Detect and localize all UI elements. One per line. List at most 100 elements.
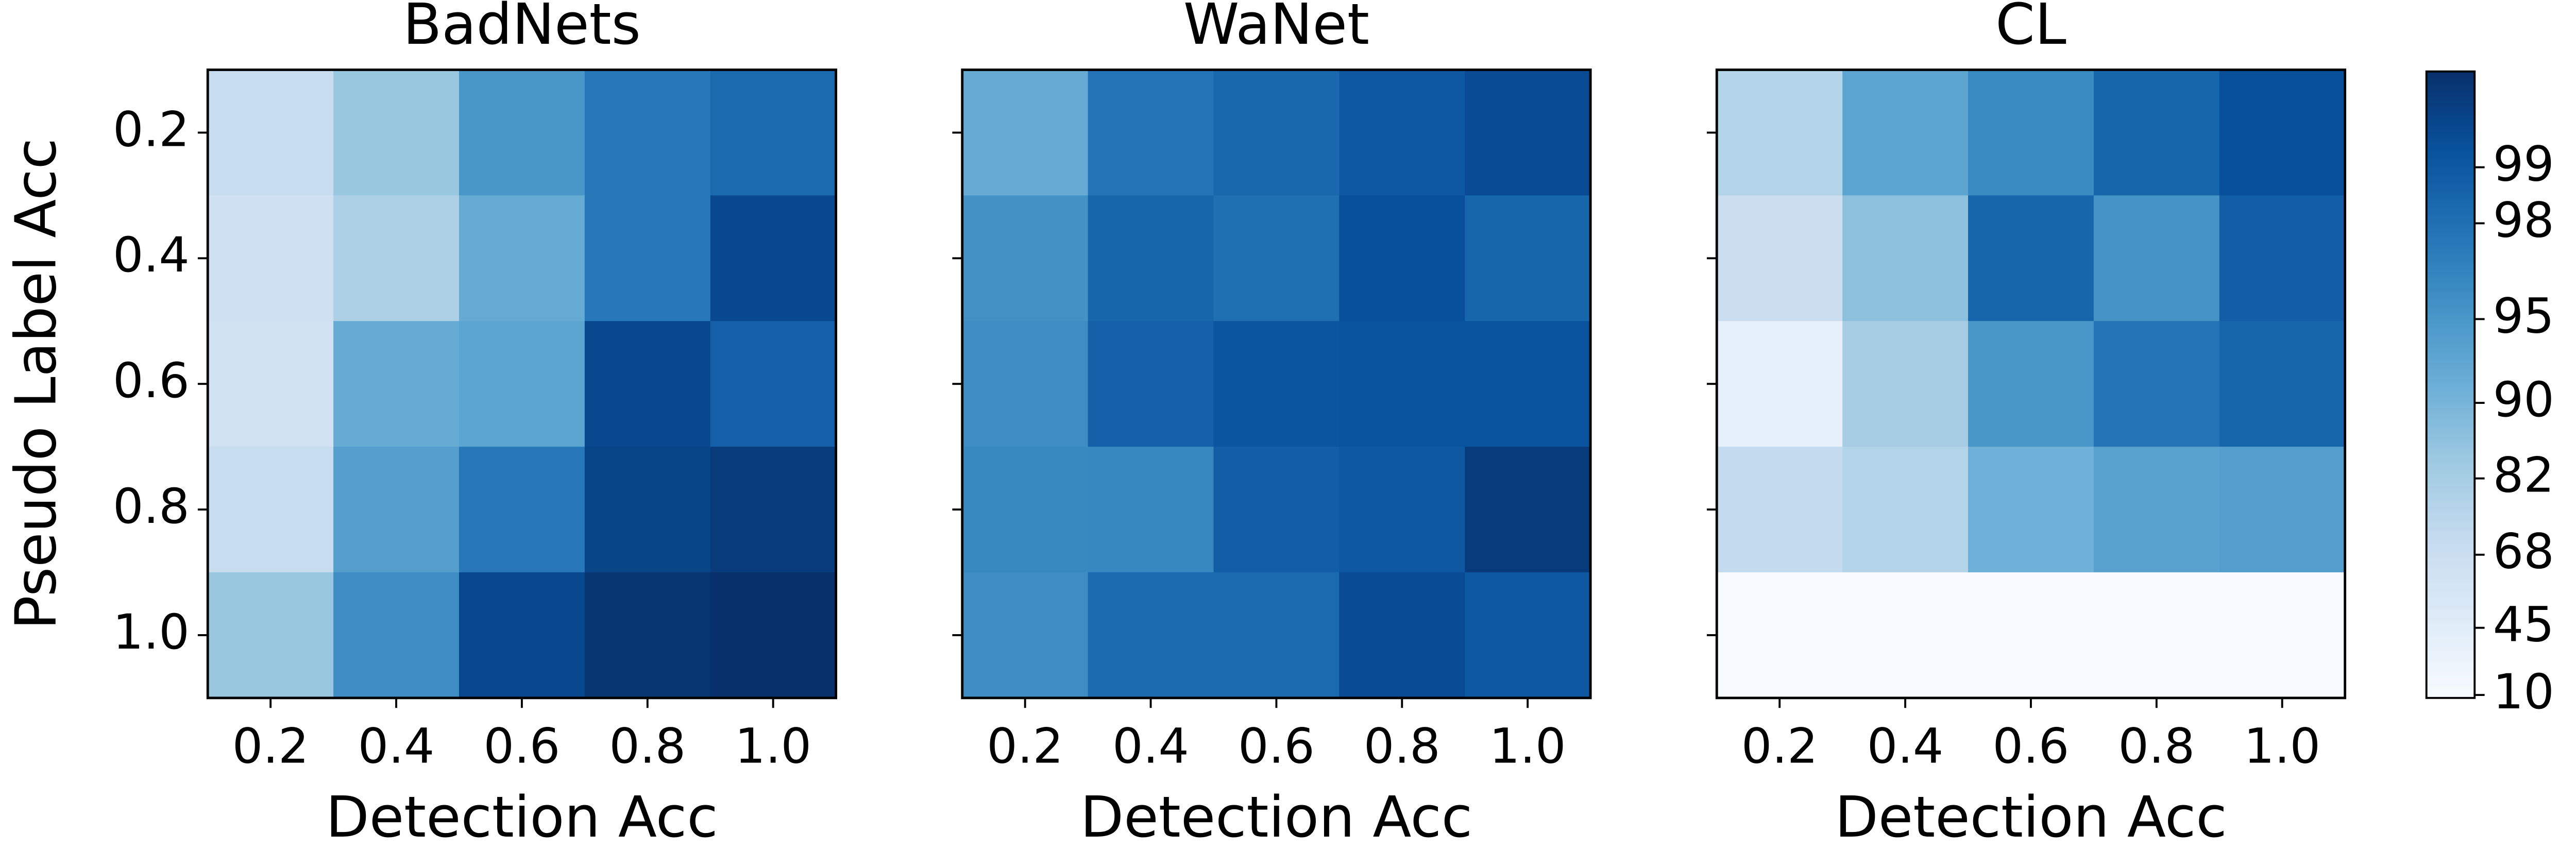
heatmap-cell xyxy=(1968,572,2095,699)
heatmap-cell xyxy=(2219,447,2346,573)
x-axis-label: Detection Acc xyxy=(326,784,718,850)
colorbar-tick-label: 95 xyxy=(2493,288,2554,344)
heatmap-cell xyxy=(459,321,586,448)
heatmap-cell xyxy=(1088,447,1215,573)
heatmap-cell xyxy=(2093,195,2221,322)
x-tick-label: 1.0 xyxy=(1489,719,1566,775)
heatmap-cell xyxy=(1968,447,2095,573)
heatmap-cell xyxy=(710,447,837,573)
heatmap-cell xyxy=(1842,195,1969,322)
heatmap-cell xyxy=(459,572,586,699)
heatmap-cell xyxy=(333,195,460,322)
heatmap-cell xyxy=(333,70,460,196)
heatmap-cell xyxy=(459,195,586,322)
heatmap-cell xyxy=(208,321,334,448)
colorbar-tick-label: 90 xyxy=(2493,372,2554,428)
heatmap-cell xyxy=(208,447,334,573)
heatmap-cell xyxy=(333,321,460,448)
heatmap-cell xyxy=(2219,321,2346,448)
heatmap-cell xyxy=(584,70,711,196)
heatmap-cell xyxy=(710,70,837,196)
x-tick-label: 0.4 xyxy=(358,719,435,775)
colorbar-tick-label: 99 xyxy=(2493,137,2554,193)
heatmap-cell xyxy=(459,447,586,573)
heatmap-cell xyxy=(1213,572,1340,699)
x-axis-label: Detection Acc xyxy=(1835,784,2227,850)
heatmap-cell xyxy=(584,447,711,573)
x-tick-label: 0.2 xyxy=(1741,719,1818,775)
heatmap-cell xyxy=(710,572,837,699)
heatmap-cell xyxy=(584,572,711,699)
heatmap-cell xyxy=(2219,572,2346,699)
heatmap-cell xyxy=(333,447,460,573)
heatmap-cell xyxy=(2093,572,2221,699)
x-tick-label: 0.6 xyxy=(484,719,561,775)
heatmap-cell xyxy=(208,70,334,196)
heatmap-cell xyxy=(1465,195,1591,322)
colorbar-tick-label: 98 xyxy=(2493,192,2554,248)
y-tick-label: 1.0 xyxy=(113,604,190,660)
heatmap-cell xyxy=(1842,70,1969,196)
heatmap-cell xyxy=(2093,70,2221,196)
y-tick-label: 0.4 xyxy=(113,227,190,283)
x-tick-label: 1.0 xyxy=(2244,719,2320,775)
y-axis-label: Pseudo Label Acc xyxy=(3,138,69,630)
heatmap-cell xyxy=(1842,447,1969,573)
heatmap-cell xyxy=(1465,572,1591,699)
y-tick-label: 0.2 xyxy=(113,101,190,158)
colorbar-tick-label: 10 xyxy=(2493,664,2554,720)
heatmap-cell xyxy=(459,70,586,196)
heatmap-cell xyxy=(710,321,837,448)
heatmap-cell xyxy=(2093,447,2221,573)
heatmap-cell xyxy=(1213,70,1340,196)
y-tick-label: 0.8 xyxy=(113,479,190,535)
heatmap-cell xyxy=(1088,195,1215,322)
heatmap-cell xyxy=(1465,321,1591,448)
colorbar-tick-label: 45 xyxy=(2493,597,2554,653)
heatmap-cell xyxy=(333,572,460,699)
heatmap-cell xyxy=(1339,572,1466,699)
colorbar xyxy=(2425,70,2476,699)
heatmap-cell xyxy=(584,321,711,448)
heatmap-cell xyxy=(1339,447,1466,573)
heatmap-cell xyxy=(1717,572,1843,699)
heatmap-cell xyxy=(1339,70,1466,196)
heatmap-cell xyxy=(208,195,334,322)
heatmap-cell xyxy=(2093,321,2221,448)
x-tick-label: 0.6 xyxy=(1238,719,1315,775)
heatmap-cell xyxy=(1213,195,1340,322)
heatmap-cell xyxy=(1465,70,1591,196)
heatmap-cell xyxy=(1717,321,1843,448)
heatmap-cell xyxy=(1213,447,1340,573)
x-tick-label: 0.8 xyxy=(1364,719,1440,775)
x-tick-label: 0.2 xyxy=(987,719,1063,775)
heatmap-cell xyxy=(962,447,1089,573)
y-tick-label: 0.6 xyxy=(113,353,190,409)
x-tick-label: 0.8 xyxy=(2118,719,2195,775)
colorbar-tick-label: 82 xyxy=(2493,448,2554,504)
heatmap-cell xyxy=(1717,447,1843,573)
heatmap-cell xyxy=(1968,70,2095,196)
heatmap-cell xyxy=(962,195,1089,322)
heatmap-cell xyxy=(1213,321,1340,448)
heatmap-cell xyxy=(1717,195,1843,322)
panel-title: CL xyxy=(1995,0,2066,57)
heatmap-cell xyxy=(1842,572,1969,699)
x-tick-label: 0.2 xyxy=(232,719,309,775)
heatmap-cell xyxy=(1968,321,2095,448)
x-tick-label: 1.0 xyxy=(735,719,811,775)
panel-title: WaNet xyxy=(1183,0,1369,57)
heatmap-cell xyxy=(962,321,1089,448)
panel-title: BadNets xyxy=(403,0,641,57)
x-tick-label: 0.4 xyxy=(1867,719,1944,775)
heatmap-cell xyxy=(1842,321,1969,448)
heatmap-cell xyxy=(2219,70,2346,196)
x-tick-label: 0.4 xyxy=(1112,719,1189,775)
colorbar-tick-label: 68 xyxy=(2493,524,2554,580)
heatmap-cell xyxy=(962,572,1089,699)
x-tick-label: 0.8 xyxy=(609,719,686,775)
x-tick-label: 0.6 xyxy=(1993,719,2070,775)
heatmap-cell xyxy=(962,70,1089,196)
